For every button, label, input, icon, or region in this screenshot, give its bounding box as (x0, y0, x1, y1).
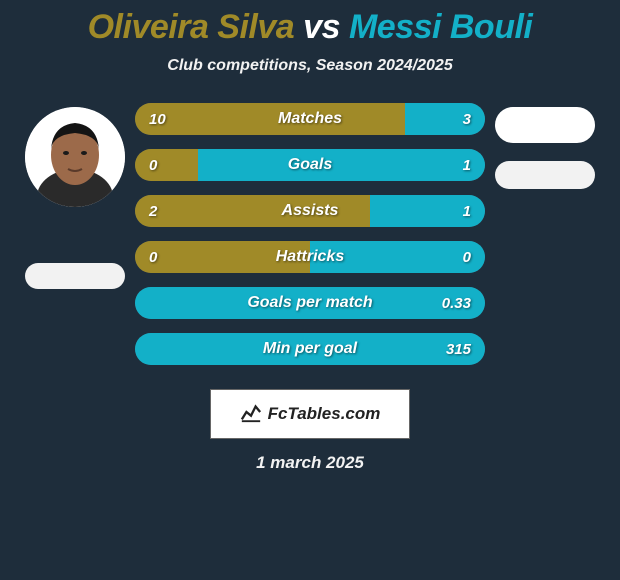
player1-name: Oliveira Silva (88, 8, 295, 46)
stat-bar: Goals0 1 (135, 149, 485, 181)
stat-bars: Matches103Goals01Assists21Hattricks00Goa… (135, 103, 485, 365)
player2-avatar (495, 107, 595, 143)
source-box: FcTables.com (210, 389, 410, 439)
bar-label: Goals per match (135, 287, 485, 319)
bar-value-left: 0 (149, 149, 157, 181)
right-side (485, 103, 605, 189)
stat-bar: Assists2 1 (135, 195, 485, 227)
chart-line-icon (240, 401, 262, 428)
bar-value-right: 3 (463, 103, 471, 135)
stat-bar: Hattricks0 0 (135, 241, 485, 273)
player1-photo (25, 107, 125, 207)
bar-value-right: 1 (463, 195, 471, 227)
bar-value-right: 1 (463, 149, 471, 181)
player2-team-pill (495, 161, 595, 189)
source-text: FcTables.com (268, 404, 381, 424)
bar-value-left: 0 (149, 241, 157, 273)
comparison-card: Oliveira Silva vs Messi Bouli Club compe… (0, 0, 620, 473)
bar-label: Min per goal (135, 333, 485, 365)
player2-name: Messi Bouli (349, 8, 532, 46)
content-row: Matches103Goals01Assists21Hattricks00Goa… (0, 103, 620, 365)
player1-avatar (25, 107, 125, 207)
bar-value-right: 315 (446, 333, 471, 365)
bar-label: Matches (135, 103, 485, 135)
bar-value-right: 0 (463, 241, 471, 273)
bar-label: Goals (135, 149, 485, 181)
subtitle: Club competitions, Season 2024/2025 (0, 57, 620, 75)
vs-text: vs (303, 8, 340, 46)
stat-bar: Matches10 3 (135, 103, 485, 135)
bar-label: Assists (135, 195, 485, 227)
date-text: 1 march 2025 (0, 453, 620, 473)
left-side (15, 103, 135, 289)
stat-bar: Min per goal315 (135, 333, 485, 365)
title: Oliveira Silva vs Messi Bouli (0, 8, 620, 47)
bar-value-left: 10 (149, 103, 166, 135)
player1-team-pill (25, 263, 125, 289)
stat-bar: Goals per match0.33 (135, 287, 485, 319)
bar-value-left: 2 (149, 195, 157, 227)
bar-label: Hattricks (135, 241, 485, 273)
bar-value-right: 0.33 (442, 287, 471, 319)
